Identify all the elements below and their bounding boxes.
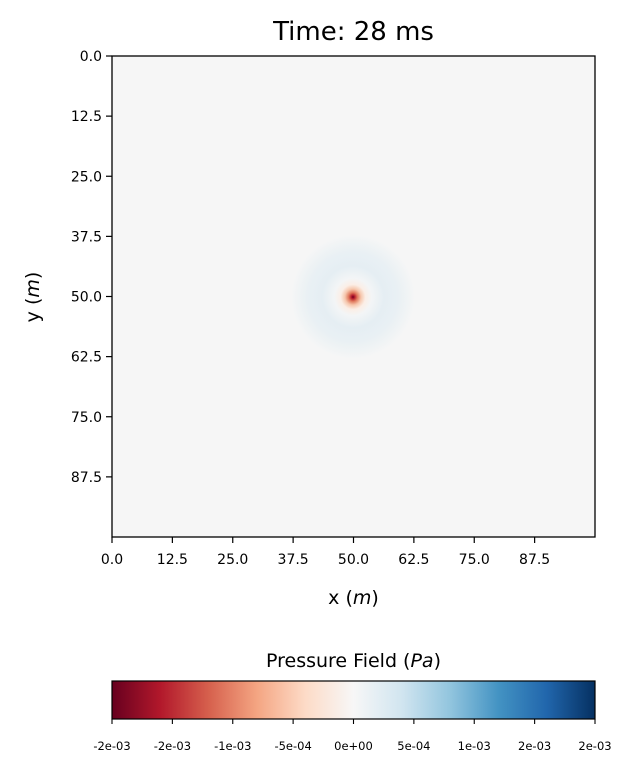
x-tick-label: 37.5 (278, 552, 309, 568)
y-tick-label: 25.0 (71, 169, 102, 185)
x-tick-label: 0.0 (101, 552, 123, 568)
colorbar-tick-label: 1e-03 (458, 739, 491, 753)
y-tick-label: 50.0 (71, 290, 102, 306)
x-tick-label: 75.0 (459, 552, 490, 568)
colorbar-tick-label: 2e-03 (578, 739, 611, 753)
chart-title: Time: 28 ms (272, 17, 434, 47)
colorbar-tick-label: -2e-03 (93, 739, 130, 753)
pressure-pulse (291, 234, 416, 359)
y-tick-label: 87.5 (71, 470, 102, 486)
colorbar-tick-label: -2e-03 (154, 739, 191, 753)
colorbar-tick-label: -5e-04 (274, 739, 311, 753)
x-tick-label: 25.0 (217, 552, 248, 568)
colorbar-tick-label: 5e-04 (397, 739, 430, 753)
y-tick-label: 37.5 (71, 229, 102, 245)
colorbar-ticks: -2e-03 -2e-03 -1e-03 -5e-04 0e+00 5e-04 1e-03 2… (93, 719, 612, 753)
colorbar-title: Pressure Field (Pa) (266, 650, 441, 672)
colorbar-gradient (111, 680, 596, 720)
x-axis-ticks: 0.0 12.5 25.0 37.5 50.0 62.5 75.0 87.5 (101, 537, 550, 568)
colorbar-tick-label: -1e-03 (214, 739, 251, 753)
colorbar-tick-label: 2e-03 (518, 739, 551, 753)
x-tick-label: 87.5 (519, 552, 550, 568)
colorbar-tick-label: 0e+00 (334, 739, 373, 753)
y-tick-label: 75.0 (71, 410, 102, 426)
x-tick-label: 50.0 (338, 552, 369, 568)
y-tick-label: 0.0 (80, 49, 102, 65)
heatmap-plot-area (111, 55, 596, 538)
y-axis-ticks: 0.0 12.5 25.0 37.5 50.0 62.5 75.0 87.5 (71, 49, 112, 486)
y-axis-label: y (m) (22, 272, 44, 323)
y-tick-label: 12.5 (71, 109, 102, 125)
x-tick-label: 12.5 (157, 552, 188, 568)
x-axis-label: x (m) (328, 587, 379, 609)
y-tick-label: 62.5 (71, 350, 102, 366)
x-tick-label: 62.5 (398, 552, 429, 568)
colorbar: Pressure Field (Pa) -2e-03 -2e-03 -1e-03 -5… (93, 650, 611, 753)
